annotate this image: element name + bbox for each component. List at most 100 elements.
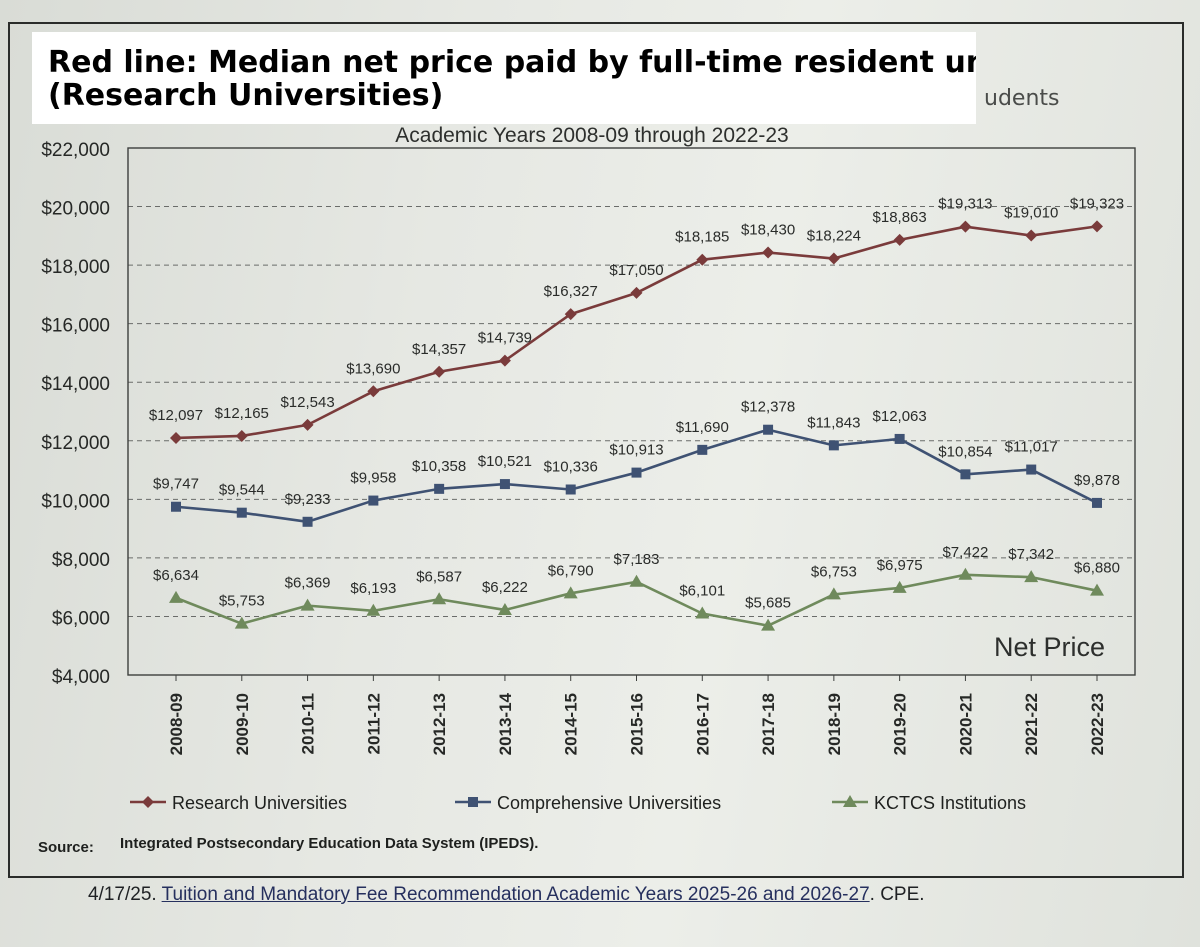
triangle-marker — [432, 592, 447, 605]
diamond-marker — [696, 253, 709, 266]
x-tick-label: 2013-14 — [496, 692, 515, 755]
data-label: $12,165 — [215, 405, 269, 422]
diamond-marker — [235, 429, 248, 442]
x-tick-label: 2010-11 — [299, 693, 318, 754]
triangle-marker — [629, 574, 644, 587]
y-tick-label: $4,000 — [52, 667, 110, 688]
series-lines — [169, 220, 1104, 631]
triangle-marker — [761, 618, 776, 631]
source-text: Integrated Postsecondary Education Data … — [120, 835, 538, 852]
data-label: $19,313 — [938, 196, 992, 213]
data-label: $10,854 — [938, 443, 992, 460]
data-label: $9,958 — [350, 470, 396, 487]
data-label: $18,185 — [675, 229, 729, 246]
data-label: $7,183 — [614, 551, 660, 568]
triangle-marker — [843, 795, 857, 807]
data-label: $13,690 — [346, 360, 400, 377]
square-marker — [499, 479, 510, 490]
diamond-marker — [142, 796, 154, 808]
partially-hidden-title-text: udents — [984, 86, 1060, 111]
legend-label: KCTCS Institutions — [874, 793, 1026, 813]
square-marker — [302, 516, 313, 527]
data-label: $14,739 — [478, 330, 532, 347]
grid-lines — [128, 206, 1135, 617]
diamond-marker — [367, 385, 380, 398]
data-label: $10,913 — [609, 442, 663, 459]
diamond-marker — [170, 431, 182, 444]
data-label: $6,101 — [679, 582, 725, 599]
x-tick-label: 2020-21 — [956, 693, 975, 755]
square-marker — [631, 467, 642, 478]
diamond-marker — [1025, 229, 1038, 242]
diamond-marker — [959, 220, 972, 233]
data-label: $9,747 — [153, 476, 199, 493]
square-marker — [434, 483, 445, 494]
footer-document-link[interactable]: Tuition and Mandatory Fee Recommendation… — [161, 884, 870, 905]
data-label: $10,336 — [544, 458, 598, 475]
data-label: $18,224 — [807, 228, 861, 245]
data-label: $5,753 — [219, 593, 265, 610]
square-marker — [1026, 464, 1037, 475]
x-tick-label: 2018-19 — [825, 693, 844, 755]
y-tick-label: $6,000 — [52, 608, 110, 629]
data-label: $6,222 — [482, 579, 528, 596]
square-marker — [828, 440, 839, 451]
data-label: $9,233 — [285, 491, 331, 508]
data-label: $12,543 — [280, 394, 334, 411]
data-label: $19,010 — [1004, 205, 1058, 222]
chart-frame — [8, 22, 1184, 878]
data-label: $12,378 — [741, 399, 795, 416]
triangle-marker — [234, 616, 249, 629]
data-label: $7,422 — [942, 544, 988, 561]
square-marker — [697, 444, 708, 455]
triangle-marker — [695, 606, 710, 619]
x-tick-label: 2019-20 — [891, 693, 910, 755]
square-marker — [960, 469, 971, 480]
data-label: $18,430 — [741, 222, 795, 239]
diamond-marker — [1091, 220, 1103, 233]
data-label: $18,863 — [873, 209, 927, 226]
data-label: $6,975 — [877, 557, 923, 574]
data-label: $6,193 — [350, 580, 396, 597]
legend-label: Comprehensive Universities — [497, 793, 721, 813]
data-label: $16,327 — [544, 283, 598, 300]
data-label: $6,753 — [811, 563, 857, 580]
footer-suffix: . CPE. — [869, 884, 925, 905]
y-tick-label: $10,000 — [41, 491, 110, 512]
x-tick-label: 2012-13 — [430, 693, 449, 755]
data-label: $7,342 — [1008, 546, 1054, 563]
square-marker — [1092, 497, 1102, 508]
y-tick-label: $14,000 — [41, 374, 110, 395]
square-marker — [763, 424, 774, 435]
data-label: $9,544 — [219, 482, 265, 499]
triangle-marker — [497, 602, 512, 615]
triangle-marker — [1024, 570, 1039, 583]
footer-date: 4/17/25. — [88, 884, 157, 905]
y-tick-label: $16,000 — [41, 316, 110, 337]
diamond-marker — [433, 365, 446, 378]
data-label: $11,690 — [676, 419, 729, 436]
overlay-caption-line-1: Red line: Median net price paid by full-… — [48, 45, 976, 80]
legend: Research Universities Comprehensive Unive… — [130, 793, 1026, 813]
x-tick-label: 2009-10 — [233, 693, 252, 755]
data-label: $5,685 — [745, 595, 791, 612]
diamond-marker — [893, 233, 906, 246]
footer-citation: 4/17/25. Tuition and Mandatory Fee Recom… — [88, 884, 925, 906]
data-label: $6,880 — [1074, 560, 1120, 577]
data-label: $12,097 — [149, 407, 203, 424]
triangle-marker — [563, 586, 578, 599]
data-label: $6,369 — [285, 575, 331, 592]
x-tick-label: 2015-16 — [628, 693, 647, 755]
data-label: $17,050 — [609, 262, 663, 279]
x-tick-label: 2021-22 — [1022, 693, 1041, 755]
triangle-marker — [958, 567, 973, 580]
source-label: Source: — [38, 839, 94, 856]
diamond-marker — [301, 418, 314, 431]
x-tick-label: 2022-23 — [1088, 693, 1107, 755]
data-label: $11,017 — [1005, 439, 1058, 456]
data-label: $10,521 — [478, 453, 532, 470]
square-marker — [171, 501, 181, 512]
data-labels: $12,097 $12,165 $12,543 $13,690 $14,357 $14,7… — [149, 195, 1124, 611]
overlay-caption-box: Red line: Median net price paid by full-… — [32, 32, 976, 124]
